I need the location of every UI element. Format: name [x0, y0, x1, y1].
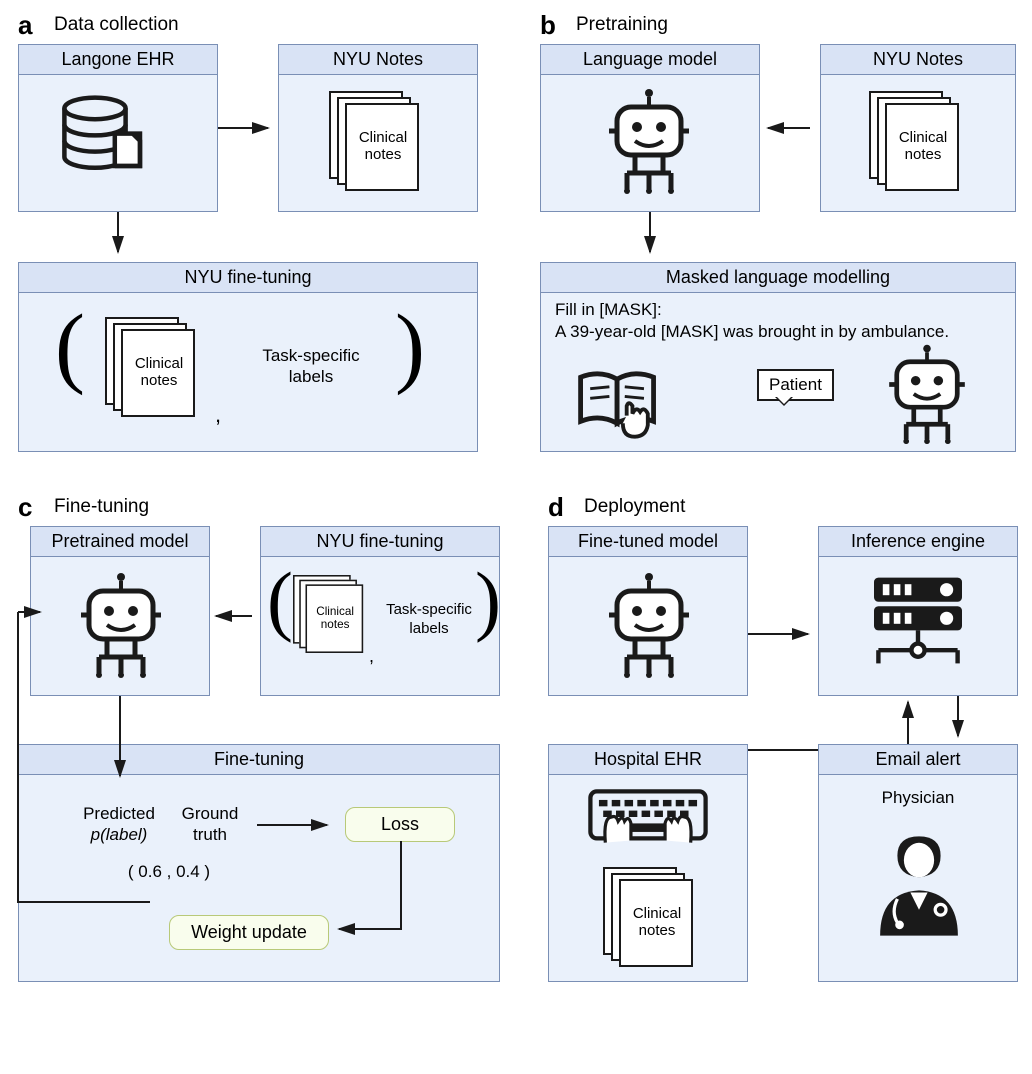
arrow-ft-to-pretrained: [210, 606, 260, 626]
box-nyu-finetuning-a: NYU fine-tuning ( Clinical notes , Task-…: [18, 262, 478, 452]
database-icon: [59, 89, 149, 189]
panel-c-title: Fine-tuning: [54, 496, 149, 518]
arrow-loss-to-weight: [331, 841, 431, 941]
note-label-a2: Clinical notes: [129, 355, 189, 390]
paren-open-a: (: [55, 295, 85, 398]
note-label-a: Clinical notes: [353, 129, 413, 164]
robot-icon: [599, 85, 699, 195]
keyboard-hands-icon: [583, 785, 713, 849]
header-email: Email alert: [819, 745, 1017, 775]
box-nyu-notes-b: NYU Notes Clinical notes: [820, 44, 1016, 212]
box-langone-ehr: Langone EHR: [18, 44, 218, 212]
arrow-weight-loop: [14, 608, 154, 918]
weight-update-pill: Weight update: [169, 915, 329, 950]
box-mlm: Masked language modelling Fill in [MASK]…: [540, 262, 1016, 452]
arrow-lm-to-mlm: [640, 212, 660, 262]
notes-stack-icon: Clinical notes: [603, 867, 693, 967]
panel-d-title: Deployment: [584, 496, 685, 518]
task-specific-labels-a: Task-specific labels: [251, 345, 371, 388]
box-language-model: Language model: [540, 44, 760, 212]
panel-c-label: c: [18, 492, 32, 523]
comma-c: ,: [369, 645, 374, 668]
box-hospital-ehr: Hospital EHR Clinical notes: [548, 744, 748, 982]
robot-icon: [599, 569, 699, 679]
loss-pill: Loss: [345, 807, 455, 842]
speech-bubble: Patient: [757, 369, 834, 401]
paren-open-c: (: [267, 555, 293, 645]
comma-a: ,: [215, 401, 221, 429]
paren-close-c: ): [475, 555, 501, 645]
panel-a-label: a: [18, 10, 32, 41]
panel-b-title: Pretraining: [576, 14, 668, 36]
header-lm: Language model: [541, 45, 759, 75]
box-finetuned-model: Fine-tuned model: [548, 526, 748, 696]
box-inference: Inference engine: [818, 526, 1018, 696]
header-langone-ehr: Langone EHR: [19, 45, 217, 75]
header-ftm: Fine-tuned model: [549, 527, 747, 557]
server-icon: [863, 567, 973, 685]
notes-stack-icon: Clinical notes: [869, 91, 959, 191]
arrow-ftm-to-inference: [748, 624, 818, 644]
box-nyu-notes-a: NYU Notes Clinical notes: [278, 44, 478, 212]
header-nyu-ft-a: NYU fine-tuning: [19, 263, 477, 293]
header-mlm: Masked language modelling: [541, 263, 1015, 293]
physician-icon: [865, 821, 973, 951]
paren-close-a: ): [395, 295, 425, 398]
header-nyu-notes-b: NYU Notes: [821, 45, 1015, 75]
header-inference: Inference engine: [819, 527, 1017, 557]
mlm-line2: A 39-year-old [MASK] was brought in by a…: [555, 321, 995, 342]
mlm-line1: Fill in [MASK]:: [555, 299, 662, 320]
note-label-d: Clinical notes: [627, 905, 687, 940]
ground-truth-label: Groundtruth: [175, 803, 245, 846]
physician-label: Physician: [819, 787, 1017, 808]
panel-d-label: d: [548, 492, 564, 523]
book-hand-icon: [571, 367, 667, 445]
task-specific-labels-c: Task-specific labels: [381, 601, 477, 639]
note-label-c: Clinical notes: [312, 605, 359, 632]
arrow-values-to-loss: [257, 815, 337, 835]
header-pretrained: Pretrained model: [31, 527, 209, 557]
box-nyu-ft-c: NYU fine-tuning ( Clinical notes , Task-…: [260, 526, 500, 696]
notes-stack-icon: Clinical notes: [329, 91, 419, 191]
header-hospital-ehr: Hospital EHR: [549, 745, 747, 775]
arrow-inference-to-email: [948, 696, 968, 746]
header-nyu-notes-a: NYU Notes: [279, 45, 477, 75]
panel-a-title: Data collection: [54, 14, 179, 36]
note-label-b: Clinical notes: [893, 129, 953, 164]
panel-b-label: b: [540, 10, 556, 41]
arrow-ehr-to-notes: [218, 118, 278, 138]
robot-icon: [879, 341, 975, 445]
notes-stack-icon: Clinical notes: [293, 575, 363, 653]
arrow-ehr-to-finetuning: [108, 212, 128, 262]
notes-stack-icon: Clinical notes: [105, 317, 195, 417]
box-email-alert: Email alert Physician: [818, 744, 1018, 982]
arrow-notes-to-lm: [760, 118, 820, 138]
header-nyu-ft-c: NYU fine-tuning: [261, 527, 499, 557]
